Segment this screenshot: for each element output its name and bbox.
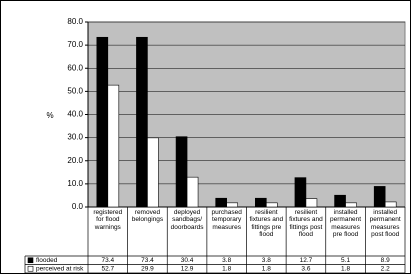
- table-value: 1.8: [222, 265, 231, 272]
- table-value: 5.1: [341, 257, 350, 264]
- y-tick-label: 10.0: [67, 179, 83, 188]
- y-tick-label: 0.0: [72, 202, 84, 211]
- x-category-cell: registered for flood warnings: [93, 209, 123, 231]
- bar: [305, 198, 318, 208]
- table-value: 3.6: [301, 265, 310, 272]
- x-tick-label: installed permanent measures post flood: [369, 209, 401, 239]
- x-category-cell: resilient fixtures and fittings post flo…: [289, 209, 323, 239]
- table-value: 73.4: [141, 257, 154, 264]
- bar: [136, 36, 148, 208]
- x-tick-label: purchased temporary measures: [211, 209, 242, 231]
- x-tick-label: deployed sandbags/ doorboards: [170, 209, 204, 231]
- bar: [384, 201, 397, 208]
- table-value: 12.7: [300, 257, 313, 264]
- bar: [107, 84, 120, 208]
- bar: [334, 194, 346, 208]
- table-value: 52.7: [101, 265, 114, 272]
- y-axis-label: %: [46, 111, 53, 120]
- bar: [226, 202, 238, 208]
- bar: [96, 36, 109, 208]
- bar: [215, 197, 227, 208]
- x-category-cell: installed permanent measures post flood: [369, 209, 401, 239]
- table-value: 1.8: [341, 265, 350, 272]
- table-value: 3.8: [262, 257, 271, 264]
- x-tick-label: resilient fixtures and fittings pre floo…: [249, 209, 284, 239]
- bar: [147, 137, 159, 208]
- table-value: 29.9: [141, 265, 154, 272]
- x-tick-label: resilient fixtures and fittings post flo…: [289, 209, 323, 239]
- x-tick-label: removed belongings: [131, 209, 164, 224]
- legend-label: perceived at risk: [36, 265, 84, 272]
- y-tick-label: 80.0: [67, 17, 83, 26]
- bar: [266, 202, 278, 208]
- table-value: 12.9: [181, 265, 194, 272]
- bar: [373, 186, 386, 208]
- x-category-cell: deployed sandbags/ doorboards: [170, 209, 204, 231]
- table-value: 1.8: [262, 265, 271, 272]
- bar: [294, 177, 307, 208]
- x-tick-label: registered for flood warnings: [93, 209, 123, 231]
- table-value: 3.8: [222, 257, 231, 264]
- bar: [255, 197, 267, 208]
- table-value: 8.9: [381, 257, 390, 264]
- y-tick-label: 30.0: [67, 133, 83, 142]
- legend-label: flooded: [36, 257, 58, 264]
- x-category-cell: resilient fixtures and fittings pre floo…: [249, 209, 284, 239]
- x-tick-label: installed permanent measures pre flood: [330, 209, 362, 239]
- table-value: 73.4: [101, 257, 114, 264]
- legend-swatch: [27, 257, 34, 264]
- y-tick-label: 50.0: [67, 86, 83, 95]
- y-tick-label: 40.0: [67, 110, 83, 119]
- bar: [175, 136, 188, 208]
- x-category-cell: purchased temporary measures: [211, 209, 242, 231]
- y-tick-label: 20.0: [67, 156, 83, 165]
- table-value: 2.2: [381, 265, 390, 272]
- x-category-cell: installed permanent measures pre flood: [330, 209, 362, 239]
- x-category-cell: removed belongings: [131, 209, 164, 224]
- bar: [345, 202, 357, 208]
- y-tick-label: 60.0: [67, 63, 83, 72]
- y-tick-label: 70.0: [67, 40, 83, 49]
- bar: [186, 176, 199, 208]
- table-value: 30.4: [181, 257, 194, 264]
- legend-swatch: [27, 265, 34, 272]
